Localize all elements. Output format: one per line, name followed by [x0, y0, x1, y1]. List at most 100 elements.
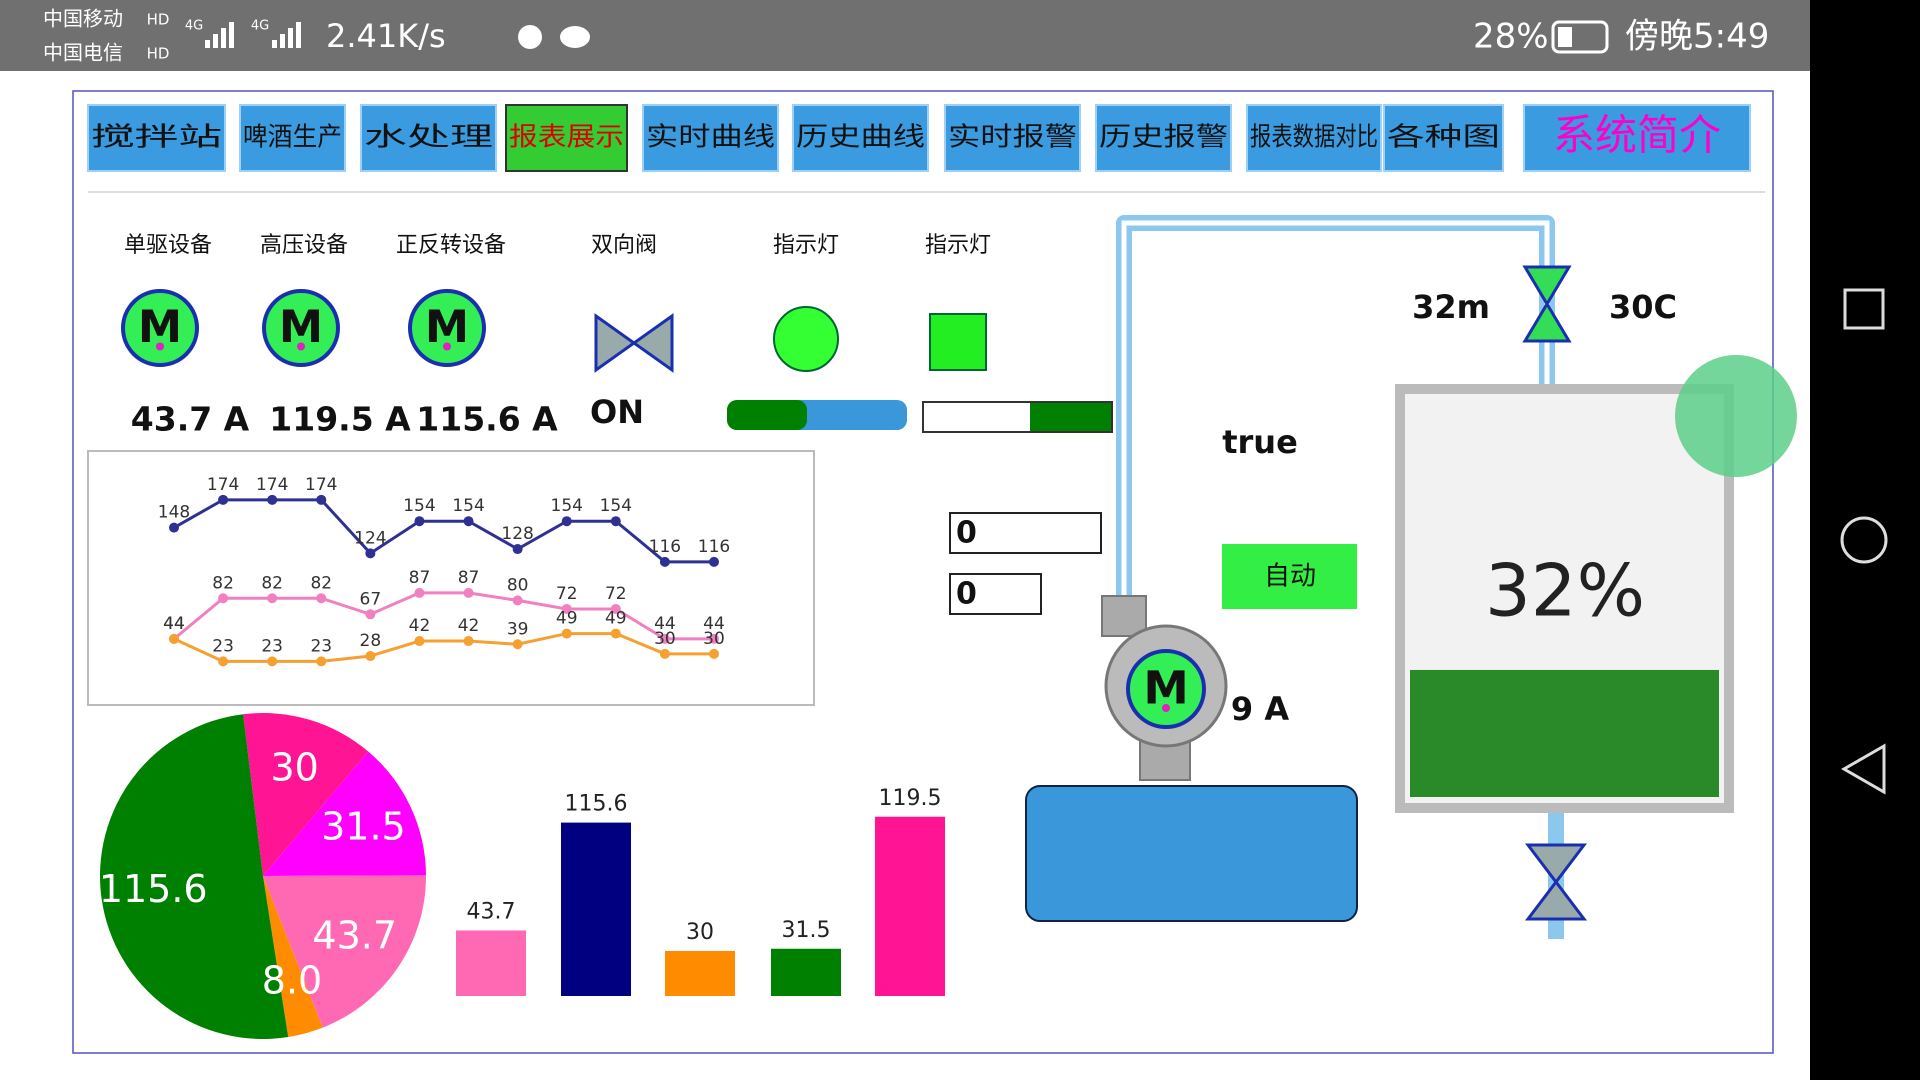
data-label: 31.5 [782, 918, 831, 943]
data-label: 42 [409, 616, 431, 636]
data-label: 174 [305, 475, 337, 495]
bar [561, 822, 631, 996]
tab[interactable] [505, 104, 628, 172]
line-point [414, 587, 425, 598]
tab-label: 实时报警 [948, 123, 1077, 153]
line-point [365, 548, 376, 559]
tab[interactable] [1095, 104, 1232, 172]
data-label: 116 [649, 537, 681, 557]
line-point [610, 603, 621, 614]
carrier: 中国电信 [43, 41, 123, 65]
line-point [218, 656, 229, 667]
device-label: 高压设备 [260, 233, 348, 258]
motor [1126, 649, 1206, 729]
line-point [414, 516, 425, 527]
bar [875, 816, 945, 996]
line-point [512, 639, 523, 650]
signal-bar [205, 40, 210, 48]
valve-reading: 32m [1412, 288, 1490, 326]
tab-label: 历史报警 [1099, 123, 1228, 153]
light-label: 指示灯 [925, 233, 991, 258]
recent-button[interactable] [1843, 288, 1885, 330]
data-label: 28 [360, 631, 382, 651]
signal-bar [272, 40, 277, 48]
data-label: 128 [501, 524, 533, 544]
line-point [267, 593, 278, 604]
line-series [173, 591, 714, 641]
data-label: 87 [458, 568, 480, 588]
line-point [709, 648, 719, 659]
auto-button[interactable] [1222, 544, 1357, 609]
tab-label: 水处理 [364, 123, 493, 153]
water-tank [1025, 785, 1358, 922]
line-point [365, 651, 376, 662]
progress-fill [1030, 403, 1111, 431]
line-point [561, 516, 572, 527]
data-label: 23 [310, 636, 332, 656]
tab-label: 报表数据对比 [1250, 123, 1378, 153]
data-label: 82 [212, 573, 234, 593]
signal-bar [229, 22, 234, 48]
intro-label: 系统简介 [1553, 111, 1721, 160]
pie-slice [263, 875, 426, 1028]
tab[interactable] [87, 104, 226, 172]
input-box[interactable] [949, 512, 1102, 554]
valve-reading: 30C [1609, 288, 1677, 326]
light-label: 指示灯 [773, 233, 839, 258]
tab[interactable] [1246, 104, 1382, 172]
home-button[interactable] [1840, 516, 1888, 564]
data-label: 49 [605, 609, 627, 629]
data-label: 124 [354, 528, 386, 548]
tab[interactable] [944, 104, 1081, 172]
valve [594, 313, 674, 373]
tab[interactable] [792, 104, 929, 172]
line-point [316, 656, 327, 667]
bar [456, 930, 526, 996]
signal-bar [280, 34, 285, 48]
tab-label: 啤酒生产 [243, 123, 342, 153]
pie-slice [243, 713, 369, 876]
motor [262, 289, 340, 367]
tab[interactable] [642, 104, 779, 172]
back-button[interactable] [1840, 743, 1886, 795]
tab[interactable] [360, 104, 497, 172]
tab[interactable] [239, 104, 346, 172]
data-label: 116 [698, 537, 730, 557]
data-label: 72 [605, 584, 627, 604]
motor-dot [1162, 704, 1170, 712]
line-point [561, 603, 572, 614]
line-point [365, 609, 376, 620]
data-label: 43.7 [312, 914, 397, 958]
data-label: 42 [458, 616, 480, 636]
line-series [173, 632, 714, 663]
status-bar [0, 0, 1810, 71]
line-point [659, 556, 670, 567]
motor-dot [443, 342, 451, 351]
intro-button[interactable] [1523, 104, 1751, 172]
tab-label: 报表展示 [509, 123, 624, 153]
status-text: true [1222, 423, 1298, 461]
tab[interactable] [1383, 104, 1504, 172]
signal-bar [296, 22, 301, 48]
floating-icon[interactable] [1675, 355, 1797, 477]
valve-label: 双向阀 [591, 233, 657, 258]
data-label: 44 [703, 614, 725, 634]
line-point [414, 636, 425, 647]
data-label: 154 [452, 496, 484, 516]
line-point [512, 595, 523, 606]
data-label: 44 [654, 614, 676, 634]
valve [1522, 265, 1572, 343]
data-label: 148 [158, 503, 190, 523]
indicator-light [773, 306, 839, 372]
data-label: 119.5 [879, 786, 942, 811]
data-label: 30 [686, 920, 714, 945]
line-point [169, 522, 179, 533]
data-label: 82 [261, 573, 283, 593]
input-box[interactable] [949, 573, 1042, 615]
input-value: 0 [956, 577, 977, 612]
data-label: 67 [360, 589, 382, 609]
signal-bar [288, 28, 293, 48]
line-point [463, 636, 474, 647]
data-label: 115.6 [565, 792, 628, 817]
